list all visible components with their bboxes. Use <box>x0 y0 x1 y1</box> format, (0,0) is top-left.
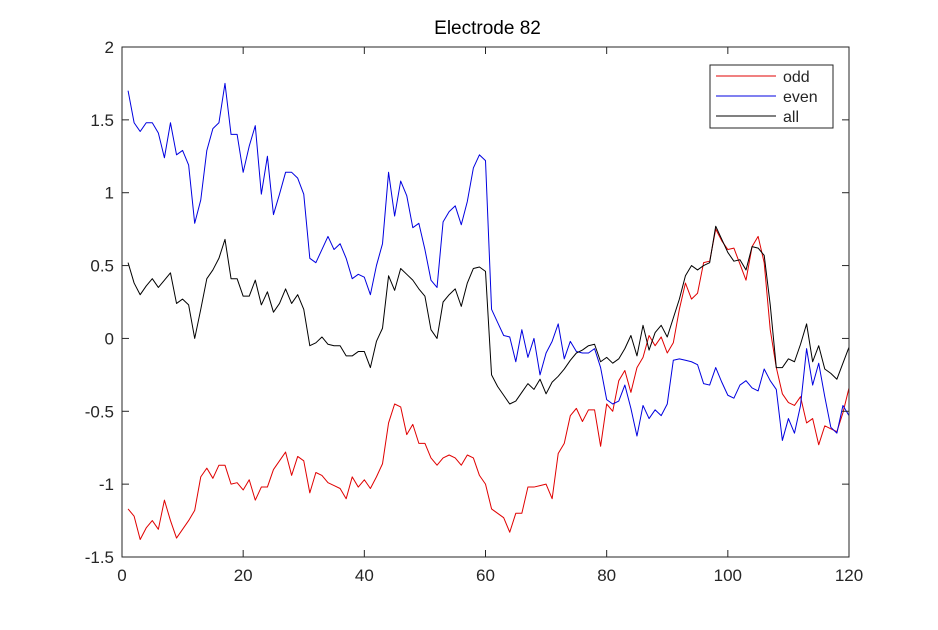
series-layer <box>127 82 850 541</box>
x-tick-label: 80 <box>597 566 616 585</box>
legend-label-all: all <box>783 109 799 126</box>
legend-label-odd: odd <box>783 69 810 86</box>
y-tick-label: -0.5 <box>85 402 114 421</box>
y-tick-label: 0.5 <box>90 257 114 276</box>
x-tick-label: 40 <box>355 566 374 585</box>
x-tick-label: 100 <box>714 566 742 585</box>
series-line-odd <box>127 228 850 541</box>
axis-ticks: 0 20 40 60 80 100 120 -1.5 -1 -0.5 0 0.5 1 1.5 2 <box>85 38 863 585</box>
x-tick-label: 0 <box>117 566 126 585</box>
chart-title: Electrode 82 <box>434 18 541 39</box>
legend: odd even all <box>709 64 834 129</box>
y-tick-label: -1.5 <box>85 548 114 567</box>
y-tick-label: 1 <box>105 184 114 203</box>
series-line-all <box>127 225 850 405</box>
y-tick-label: -1 <box>99 475 114 494</box>
legend-label-even: even <box>783 89 818 106</box>
series-line-even <box>127 82 850 441</box>
x-tick-label: 120 <box>835 566 863 585</box>
y-tick-label: 0 <box>105 329 114 348</box>
x-tick-label: 60 <box>476 566 495 585</box>
y-tick-label: 2 <box>105 38 114 57</box>
y-tick-label: 1.5 <box>90 111 114 130</box>
x-tick-label: 20 <box>234 566 253 585</box>
